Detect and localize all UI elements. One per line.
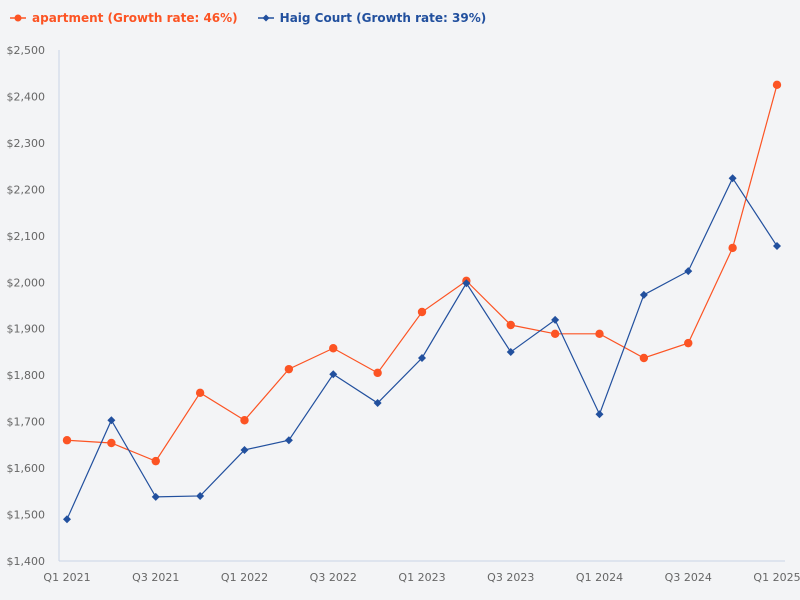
data-point[interactable] bbox=[196, 491, 205, 500]
data-point[interactable] bbox=[506, 320, 515, 330]
x-tick-label: Q1 2022 bbox=[221, 571, 268, 584]
x-tick-label: Q3 2021 bbox=[132, 571, 179, 584]
data-point[interactable] bbox=[107, 416, 116, 425]
data-point[interactable] bbox=[639, 353, 649, 363]
data-point[interactable] bbox=[240, 445, 249, 454]
data-point[interactable] bbox=[684, 338, 693, 348]
legend-label: apartment (Growth rate: 46%) bbox=[32, 11, 238, 25]
y-tick-label: $1,600 bbox=[7, 462, 46, 475]
data-point[interactable] bbox=[284, 436, 293, 445]
data-point[interactable] bbox=[506, 347, 515, 356]
y-tick-label: $2,200 bbox=[7, 183, 46, 196]
data-point[interactable] bbox=[728, 174, 737, 183]
y-tick-label: $2,100 bbox=[7, 230, 46, 243]
data-point[interactable] bbox=[728, 243, 737, 253]
data-point[interactable] bbox=[240, 416, 249, 425]
series-layer bbox=[62, 80, 782, 524]
x-tick-label: Q3 2024 bbox=[665, 571, 712, 584]
data-point[interactable] bbox=[151, 492, 160, 501]
legend-item-haig-court[interactable]: Haig Court (Growth rate: 39%) bbox=[257, 11, 487, 25]
data-point[interactable] bbox=[373, 368, 382, 378]
data-point[interactable] bbox=[373, 399, 382, 408]
y-tick-label: $1,800 bbox=[7, 369, 46, 382]
data-point[interactable] bbox=[772, 80, 782, 90]
series-0 bbox=[62, 80, 782, 466]
data-point[interactable] bbox=[107, 438, 116, 448]
series-1 bbox=[63, 174, 781, 524]
x-tick-label: Q1 2023 bbox=[398, 571, 445, 584]
x-axis: Q1 2021 Q3 2021 Q1 2022 Q3 2022 Q1 2023 Q3 20… bbox=[43, 560, 800, 584]
y-tick-label: $2,300 bbox=[7, 137, 46, 150]
data-point[interactable] bbox=[595, 329, 604, 339]
y-tick-label: $2,400 bbox=[7, 90, 46, 103]
y-tick-label: $1,900 bbox=[7, 323, 46, 336]
data-point[interactable] bbox=[595, 410, 604, 419]
x-tick-label: Q1 2021 bbox=[43, 571, 90, 584]
x-tick-label: Q1 2025 bbox=[753, 571, 800, 584]
data-point[interactable] bbox=[62, 436, 72, 445]
data-point[interactable] bbox=[417, 307, 427, 317]
y-tick-label: $1,400 bbox=[7, 555, 46, 568]
data-point[interactable] bbox=[639, 290, 648, 299]
y-tick-label: $1,700 bbox=[7, 416, 46, 429]
data-point[interactable] bbox=[195, 388, 205, 398]
legend-item-apartment[interactable]: apartment (Growth rate: 46%) bbox=[10, 11, 238, 25]
chart-legend: apartment (Growth rate: 46%) Haig Court … bbox=[10, 9, 486, 27]
data-point[interactable] bbox=[329, 344, 338, 353]
data-point[interactable] bbox=[684, 267, 693, 276]
data-point[interactable] bbox=[418, 353, 426, 362]
data-point[interactable] bbox=[284, 364, 294, 374]
x-tick-label: Q3 2023 bbox=[487, 571, 534, 584]
legend-label: Haig Court (Growth rate: 39%) bbox=[279, 11, 487, 25]
x-tick-label: Q3 2022 bbox=[310, 571, 357, 584]
y-tick-label: $2,500 bbox=[7, 44, 46, 57]
x-tick-label: Q1 2024 bbox=[576, 571, 623, 584]
data-point[interactable] bbox=[551, 315, 560, 324]
circle-marker-icon bbox=[10, 14, 26, 22]
data-point[interactable] bbox=[151, 456, 160, 466]
y-axis: $2,500 $2,400 $2,300 $2,200 $2,100 $2,000 $1,9… bbox=[7, 44, 60, 568]
data-point[interactable] bbox=[63, 515, 71, 524]
y-tick-label: $1,500 bbox=[7, 509, 46, 522]
data-point[interactable] bbox=[773, 242, 781, 251]
data-point[interactable] bbox=[329, 370, 338, 379]
diamond-marker-icon bbox=[257, 14, 274, 22]
y-tick-label: $2,000 bbox=[7, 276, 46, 289]
data-point[interactable] bbox=[550, 329, 560, 339]
data-point[interactable] bbox=[462, 279, 471, 288]
